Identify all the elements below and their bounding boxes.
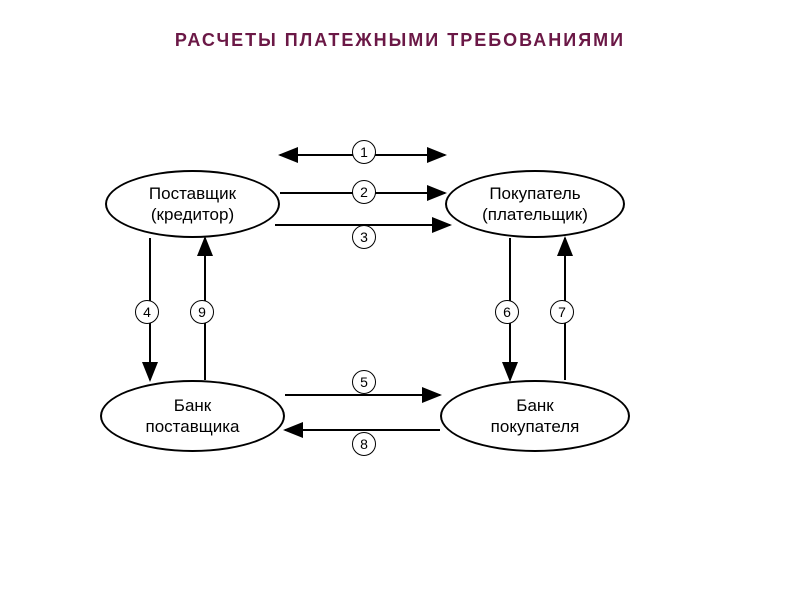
step-circle-1: 1 bbox=[352, 140, 376, 164]
node-bank-supplier: Банк поставщика bbox=[100, 380, 285, 452]
node-label-line1: Банк bbox=[174, 395, 211, 416]
node-label-line2: поставщика bbox=[146, 416, 240, 437]
node-bank-buyer: Банк покупателя bbox=[440, 380, 630, 452]
arrows-layer bbox=[0, 0, 800, 600]
step-circle-5: 5 bbox=[352, 370, 376, 394]
step-circle-3: 3 bbox=[352, 225, 376, 249]
node-label-line1: Покупатель bbox=[489, 183, 580, 204]
node-buyer: Покупатель (плательщик) bbox=[445, 170, 625, 238]
step-circle-2: 2 bbox=[352, 180, 376, 204]
node-label-line1: Банк bbox=[516, 395, 553, 416]
step-circle-6: 6 bbox=[495, 300, 519, 324]
node-label-line2: (плательщик) bbox=[482, 204, 588, 225]
title-text: РАСЧЕТЫ ПЛАТЕЖНЫМИ ТРЕБОВАНИЯМИ bbox=[175, 30, 625, 50]
node-supplier: Поставщик (кредитор) bbox=[105, 170, 280, 238]
node-label-line2: (кредитор) bbox=[151, 204, 234, 225]
step-circle-9: 9 bbox=[190, 300, 214, 324]
node-label-line1: Поставщик bbox=[149, 183, 236, 204]
step-circle-7: 7 bbox=[550, 300, 574, 324]
page-title: РАСЧЕТЫ ПЛАТЕЖНЫМИ ТРЕБОВАНИЯМИ bbox=[0, 30, 800, 51]
node-label-line2: покупателя bbox=[491, 416, 580, 437]
step-circle-4: 4 bbox=[135, 300, 159, 324]
step-circle-8: 8 bbox=[352, 432, 376, 456]
